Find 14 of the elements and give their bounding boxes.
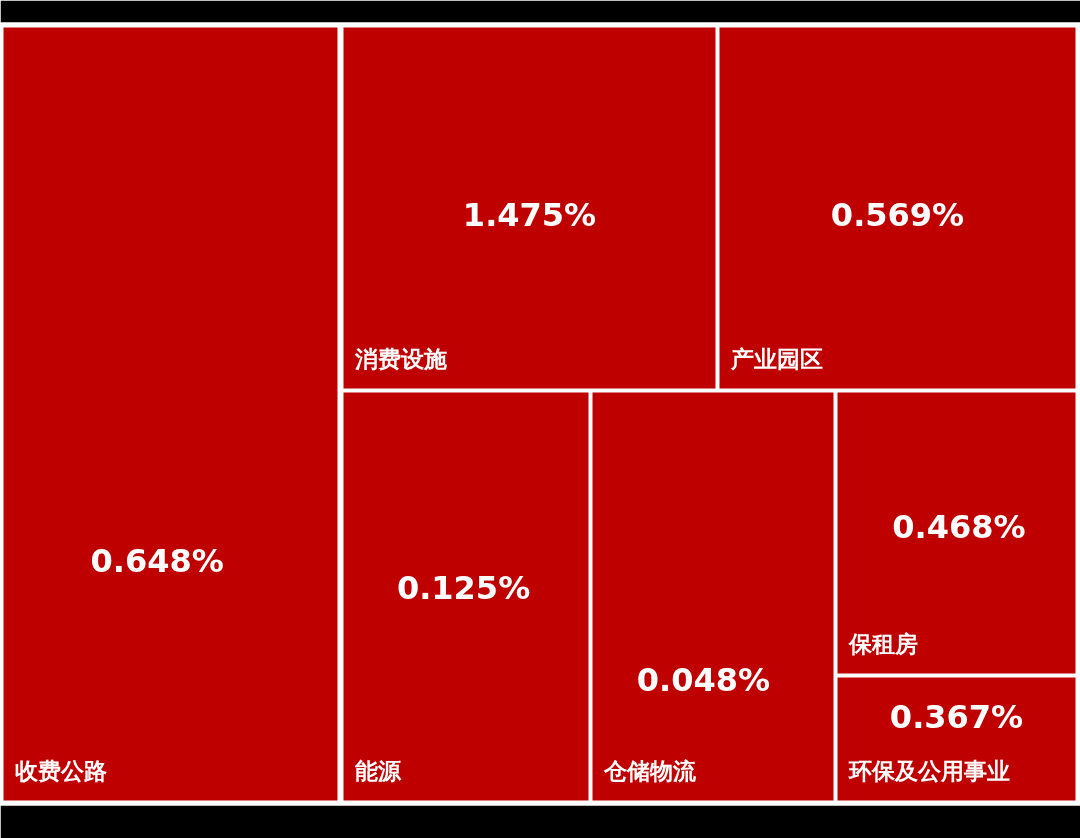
data-label: 0.468% [892,508,1026,547]
category-label: 保租房 [847,630,918,657]
category-label: 收费公路 [14,757,107,784]
data-label: 0.125% [396,569,531,608]
data-label: 1.475% [462,196,597,235]
category-label: 消费设施 [353,345,447,372]
data-label: 0.569% [830,196,965,235]
data-label: 0.367% [889,697,1024,736]
data-label: 0.048% [636,661,770,700]
category-label: 产业园区 [729,345,823,372]
category-label: 环保及公用事业 [847,757,1010,784]
category-label: 能源 [354,757,402,784]
data-label: 0.648% [90,541,224,580]
category-label: 仓储物流 [602,757,697,784]
